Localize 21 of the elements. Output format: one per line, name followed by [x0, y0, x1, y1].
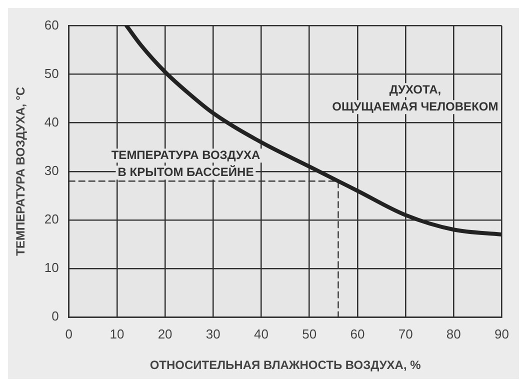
x-tick-label: 40 — [254, 326, 268, 342]
x-tick-label: 10 — [110, 326, 124, 342]
x-tick-label: 60 — [350, 326, 365, 342]
y-tick-label: 40 — [44, 114, 59, 130]
y-tick-label: 50 — [44, 66, 59, 81]
annotation: ДУХОТА, ОЩУЩАЕМАЯ ЧЕЛОВЕКОМ — [332, 82, 498, 114]
x-tick-label: 0 — [65, 326, 72, 342]
y-tick-label: 20 — [44, 212, 59, 227]
y-tick-label: 0 — [52, 308, 59, 324]
annotation: ТЕМПЕРАТУРА ВОЗДУХА В КРЫТОМ БАССЕЙНЕ — [111, 148, 260, 179]
x-axis-title: ОТНОСИТЕЛЬНАЯ ВЛАЖНОСТЬ ВОЗДУХА, % — [150, 358, 422, 372]
x-tick-label: 30 — [206, 326, 220, 342]
x-tick-label: 70 — [398, 326, 413, 342]
y-tick-label: 60 — [44, 17, 59, 32]
y-tick-label: 10 — [44, 260, 59, 276]
x-tick-label: 80 — [446, 326, 461, 342]
y-tick-label: 30 — [44, 162, 59, 178]
x-tick-label: 90 — [494, 326, 510, 342]
x-tick-label: 50 — [302, 326, 317, 342]
x-tick-label: 20 — [158, 326, 172, 342]
y-axis-title: ТЕМПЕРАТУРА ВОЗДУХА, °C — [14, 86, 28, 256]
